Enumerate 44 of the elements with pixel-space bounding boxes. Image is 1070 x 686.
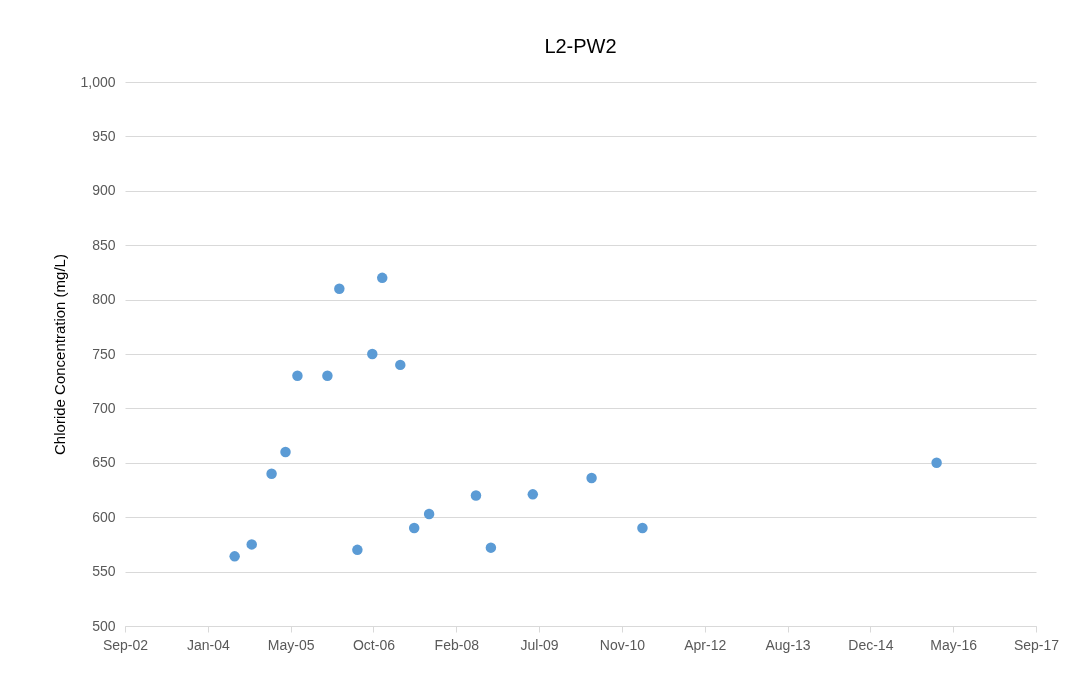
y-tick-label: 500	[92, 617, 116, 634]
point	[470, 490, 482, 501]
x-tick-label: Apr-12	[684, 636, 727, 653]
x-tick-label: Sep-02	[102, 636, 149, 653]
x-tick-label: Feb-08	[434, 636, 480, 653]
x-tick-label: Sep-17	[1013, 636, 1060, 653]
x-tick-label: May-05	[267, 636, 315, 653]
y-tick-label: 900	[92, 182, 116, 199]
point	[352, 544, 363, 556]
point	[376, 272, 388, 284]
x-tick-label: Jan-04	[186, 636, 230, 653]
y-tick-label: 600	[92, 508, 116, 525]
point	[527, 489, 539, 500]
point	[586, 472, 597, 484]
point	[485, 542, 497, 553]
point	[246, 539, 257, 550]
point	[280, 446, 291, 458]
point	[292, 370, 303, 381]
y-tick-label: 950	[92, 127, 116, 144]
y-axis-title: Chloride Concentration (mg/L)	[51, 254, 69, 455]
point	[395, 359, 406, 371]
point	[637, 522, 648, 534]
x-tick-label: Oct-06	[352, 636, 396, 653]
point	[931, 457, 942, 469]
y-tick-label: 1,000	[80, 73, 116, 90]
x-tick-label: May-16	[930, 636, 978, 653]
x-tick-label: Aug-13	[765, 636, 811, 653]
y-tick-label: 700	[92, 399, 116, 416]
point	[423, 508, 435, 520]
y-tick-label: 650	[92, 454, 116, 471]
point	[334, 283, 345, 294]
x-tick-label: Dec-14	[848, 636, 894, 653]
x-tick-label: Jul-09	[520, 636, 559, 653]
point	[266, 468, 277, 479]
y-tick-label: 550	[92, 563, 116, 580]
point	[408, 522, 420, 534]
y-tick-label: 800	[92, 291, 116, 308]
x-tick-label: Nov-10	[599, 636, 646, 653]
point	[367, 348, 378, 360]
point	[229, 551, 240, 562]
y-tick-label: 850	[92, 236, 116, 253]
y-tick-label: 750	[92, 345, 116, 362]
chart-title: L2-PW2	[544, 35, 617, 57]
point	[322, 370, 333, 381]
